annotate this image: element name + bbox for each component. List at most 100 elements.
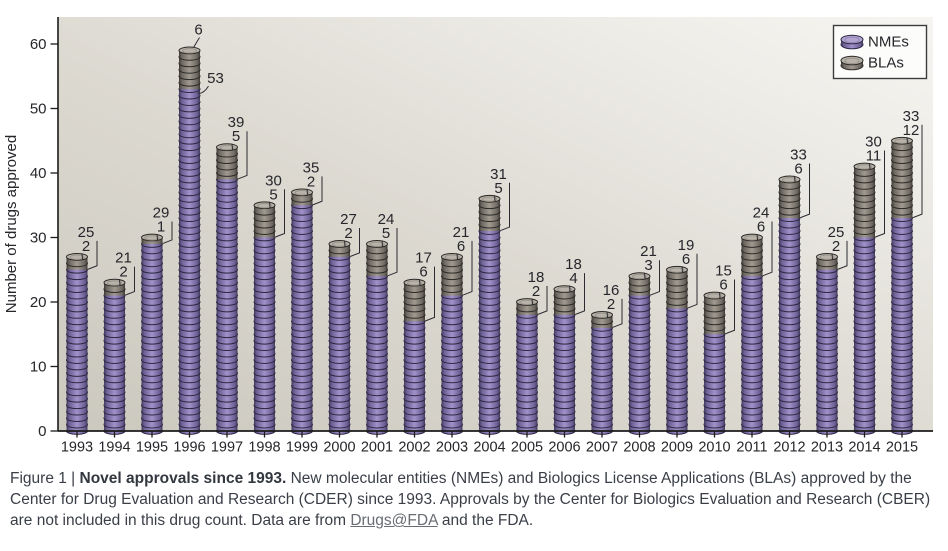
coin-cap-inner xyxy=(632,273,647,280)
bar-group-2008: 213 xyxy=(628,243,660,435)
leader-line-bla xyxy=(719,292,721,299)
x-tick-label: 2013 xyxy=(811,440,843,456)
bar-label-bla: 2 xyxy=(532,283,540,300)
leader-line-nme xyxy=(500,182,510,232)
leader-line-nme xyxy=(537,286,548,315)
legend-item-nme: NMEs xyxy=(840,34,909,51)
x-tick-label: 1997 xyxy=(211,440,243,456)
coin-cap-inner xyxy=(69,254,85,260)
bar-label-bla: 6 xyxy=(757,219,765,236)
x-tick-label: 2000 xyxy=(323,440,355,456)
x-tick-label: 2009 xyxy=(661,440,693,456)
coin-cap-inner xyxy=(182,48,197,54)
coin-cap-inner xyxy=(707,293,722,299)
bar-label-bla: 2 xyxy=(119,264,127,281)
bar-label-nme: 39 xyxy=(228,114,245,131)
x-tick-label: 2002 xyxy=(398,440,430,456)
bar-label-bla: 11 xyxy=(866,148,882,165)
bar-label-bla: 2 xyxy=(607,296,615,313)
coin-cap-inner xyxy=(744,235,760,241)
bar-label-nme: 25 xyxy=(828,224,845,241)
bar-label-bla: 5 xyxy=(232,128,240,145)
leader-line-bla xyxy=(193,37,200,48)
y-tick-label: 50 xyxy=(30,101,47,118)
leader-line-nme xyxy=(800,163,810,219)
leader-line-bla xyxy=(231,143,233,150)
bar-label-nme: 16 xyxy=(603,282,620,299)
y-tick-label: 60 xyxy=(30,36,47,53)
leader-line-nme xyxy=(87,240,98,270)
leader-line-nme xyxy=(687,253,698,309)
bar-label-nme: 33 xyxy=(903,108,920,125)
bar-group-2003: 216 xyxy=(441,224,473,435)
coin-cap-inner xyxy=(257,202,272,209)
y-axis-title: Number of drugs approved xyxy=(3,135,20,313)
bar-group-1993: 252 xyxy=(66,224,98,435)
bar-label-bla: 2 xyxy=(307,173,315,190)
bar-label-nme: 27 xyxy=(340,211,357,228)
leader-line-nme xyxy=(837,240,848,270)
leader-line-bla xyxy=(644,272,646,279)
x-tick-label: 2001 xyxy=(361,440,393,456)
bar-label-nme: 31 xyxy=(490,166,507,183)
bar-group-2012: 336 xyxy=(778,146,810,435)
coin-cap-inner xyxy=(519,299,535,306)
legend-coin-cap-inner xyxy=(844,57,860,65)
bar-group-2005: 182 xyxy=(516,269,548,435)
bar-group-1998: 305 xyxy=(253,172,285,435)
leader-line-nme xyxy=(237,131,248,180)
bar-label-nme: 35 xyxy=(303,159,320,176)
coin-cap-inner xyxy=(557,286,572,293)
leader-line-nme xyxy=(425,266,435,322)
legend: NMEs BLAs xyxy=(832,24,928,80)
leader-line-bla xyxy=(756,233,758,241)
bar-label-nme: 17 xyxy=(415,250,432,267)
bar-label-nme: 53 xyxy=(207,70,224,87)
bar-group-2010: 156 xyxy=(703,263,735,435)
leader-line-nme xyxy=(612,298,623,328)
coin-cap-inner xyxy=(407,280,422,286)
bar-label-bla: 6 xyxy=(719,277,727,294)
x-tick-label: 2003 xyxy=(436,440,468,456)
leader-line-nme xyxy=(912,124,923,219)
bar-label-bla: 2 xyxy=(82,238,90,255)
bar-group-1994: 212 xyxy=(103,250,135,435)
x-tick-label: 2007 xyxy=(586,440,618,456)
y-tick-label: 30 xyxy=(30,230,47,247)
bar-label-bla: 3 xyxy=(644,257,652,274)
coin-cap-inner xyxy=(294,190,310,196)
bar-group-2002: 176 xyxy=(403,250,435,435)
leader-line-bla xyxy=(119,279,121,286)
coin-cap-inner xyxy=(369,241,385,248)
bar-label-nme: 18 xyxy=(565,256,582,273)
bar-label-bla: 6 xyxy=(457,238,465,255)
leader-line-bla xyxy=(494,195,496,202)
bar-group-2006: 184 xyxy=(553,256,585,435)
bar-group-1997: 395 xyxy=(216,114,248,435)
bar-label-bla: 2 xyxy=(832,238,840,255)
bar-label-nme: 19 xyxy=(678,237,695,254)
x-tick-label: 2008 xyxy=(623,440,655,456)
leader-line-bla xyxy=(269,201,271,208)
x-tick-label: 1996 xyxy=(173,440,205,456)
coin-cap-inner xyxy=(482,196,497,202)
bar-label-nme: 33 xyxy=(790,146,807,163)
leader-line-nme xyxy=(387,227,398,277)
coin-cap-inner xyxy=(669,267,685,273)
bar-group-1996: 6 53 xyxy=(178,21,224,435)
x-tick-label: 1994 xyxy=(98,440,130,456)
leader-line-nme xyxy=(875,150,885,238)
drugs-fda-link[interactable]: Drugs@FDA xyxy=(350,512,438,530)
legend-label-nme: NMEs xyxy=(868,34,909,51)
bar-label-nme: 21 xyxy=(453,224,470,241)
legend-coin-cap-inner xyxy=(844,36,860,44)
leader-line-nme xyxy=(725,279,735,335)
x-tick-label: 2012 xyxy=(773,440,805,456)
x-tick-label: 2010 xyxy=(698,440,730,456)
bar-label-nme: 24 xyxy=(378,211,395,228)
leader-line-nme xyxy=(197,85,209,94)
bar-label-bla: 2 xyxy=(344,225,352,242)
coin-cap-inner xyxy=(219,144,235,151)
